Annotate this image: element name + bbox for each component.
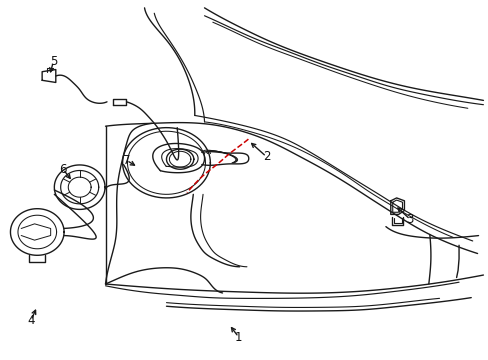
Text: 7: 7	[122, 154, 130, 167]
Text: 3: 3	[406, 213, 413, 226]
Text: 1: 1	[234, 330, 242, 343]
Text: 6: 6	[59, 163, 67, 176]
Text: 5: 5	[50, 55, 57, 68]
Text: 2: 2	[262, 150, 270, 163]
Text: 4: 4	[27, 314, 35, 327]
